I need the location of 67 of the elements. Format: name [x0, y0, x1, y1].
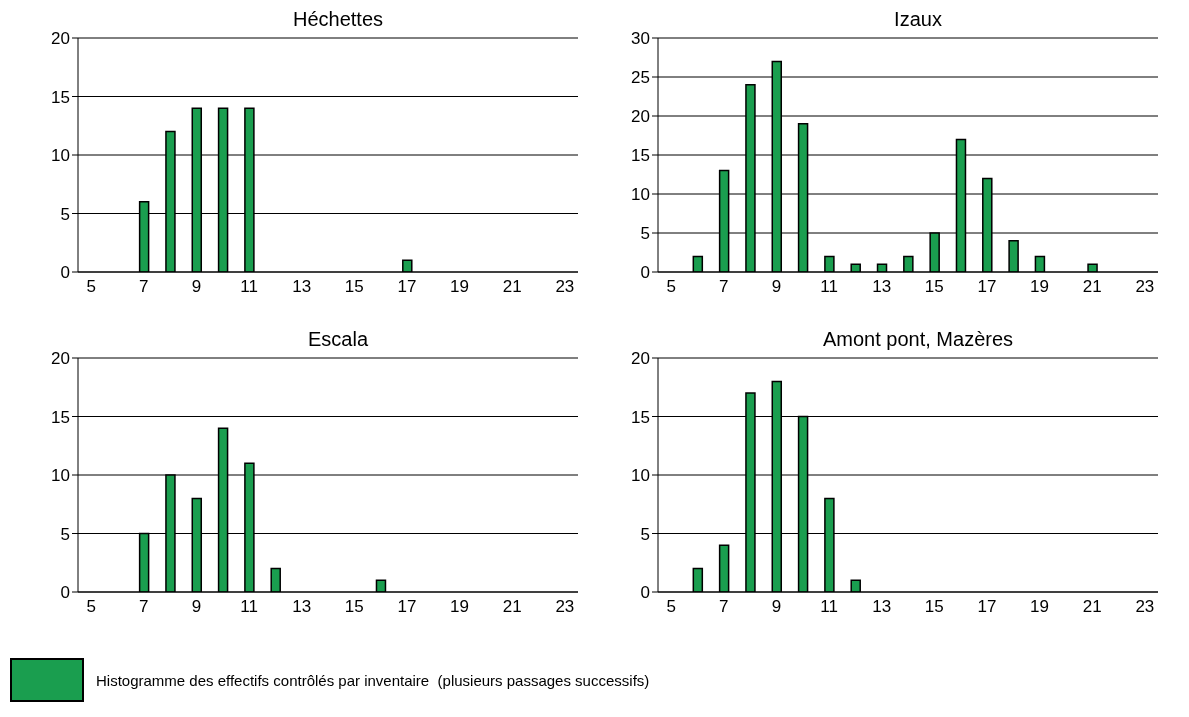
x-tick-label: 11	[240, 597, 258, 617]
x-tick-label: 15	[924, 597, 944, 617]
x-tick-label: 7	[719, 597, 729, 617]
x-tick-label: 13	[872, 277, 892, 297]
y-tick-label: 5	[60, 204, 70, 224]
x-tick-label: 5	[666, 277, 676, 297]
y-tick-label: 20	[631, 349, 650, 369]
x-tick-label: 19	[1030, 597, 1050, 617]
y-tick-label: 25	[631, 68, 650, 88]
y-tick-label: 10	[631, 466, 650, 486]
x-tick-label: 5	[86, 597, 96, 617]
y-tick-label: 15	[51, 407, 70, 427]
x-tick-label: 17	[977, 277, 997, 297]
x-tick-label: 7	[139, 597, 149, 617]
y-tick-label: 0	[640, 263, 650, 283]
x-tick-label: 9	[191, 597, 202, 617]
y-tick-label: 15	[51, 87, 70, 107]
chart-title: Amont pont, Mazères	[822, 328, 1014, 350]
y-tick-label: 5	[640, 524, 650, 544]
x-tick-label: 15	[344, 277, 364, 297]
y-tick-label: 20	[51, 349, 70, 369]
x-tick-label: 23	[1135, 597, 1155, 617]
y-tick-label: 15	[631, 407, 650, 427]
x-tick-label: 19	[450, 597, 470, 617]
x-tick-label: 7	[719, 277, 729, 297]
y-tick-label: 0	[60, 583, 70, 603]
x-tick-label: 19	[1030, 277, 1050, 297]
y-tick-label: 20	[631, 107, 650, 127]
y-tick-label: 10	[51, 146, 70, 166]
x-tick-label: 17	[397, 597, 417, 617]
x-tick-label: 21	[502, 277, 522, 297]
x-tick-label: 9	[771, 597, 782, 617]
x-tick-label: 11	[240, 277, 258, 297]
x-tick-label: 21	[1082, 597, 1102, 617]
x-tick-label: 13	[292, 597, 312, 617]
x-tick-label: 17	[977, 597, 997, 617]
chart-title: Escala	[307, 328, 369, 350]
x-tick-label: 19	[450, 277, 470, 297]
x-tick-label: 15	[344, 597, 364, 617]
x-tick-label: 23	[555, 277, 575, 297]
x-tick-label: 9	[771, 277, 782, 297]
x-tick-label: 5	[666, 597, 676, 617]
y-tick-label: 10	[631, 185, 650, 205]
x-tick-label: 13	[872, 597, 892, 617]
y-tick-label: 0	[60, 263, 70, 283]
x-tick-label: 21	[1082, 277, 1102, 297]
x-tick-label: 21	[502, 597, 522, 617]
text: Histogramme des effectifs contrôlés par inventaire (plusieurs passages successifs)	[96, 671, 650, 689]
y-tick-label: 0	[640, 583, 650, 603]
y-tick-label: 5	[640, 224, 650, 244]
x-tick-label: 23	[555, 597, 575, 617]
x-tick-label: 15	[924, 277, 944, 297]
y-tick-label: 10	[51, 466, 70, 486]
x-tick-label: 11	[820, 597, 838, 617]
x-tick-label: 5	[86, 277, 96, 297]
y-tick-label: 30	[631, 29, 650, 49]
x-tick-label: 11	[820, 277, 838, 297]
chart-title: Héchettes	[292, 8, 384, 30]
y-tick-label: 15	[631, 146, 650, 166]
y-tick-label: 20	[51, 29, 70, 49]
x-tick-label: 23	[1135, 277, 1155, 297]
x-tick-label: 9	[191, 277, 202, 297]
chart-title: Izaux	[894, 8, 942, 30]
x-tick-label: 17	[397, 277, 417, 297]
x-tick-label: 13	[292, 277, 312, 297]
y-tick-label: 5	[60, 524, 70, 544]
x-tick-label: 7	[139, 277, 149, 297]
